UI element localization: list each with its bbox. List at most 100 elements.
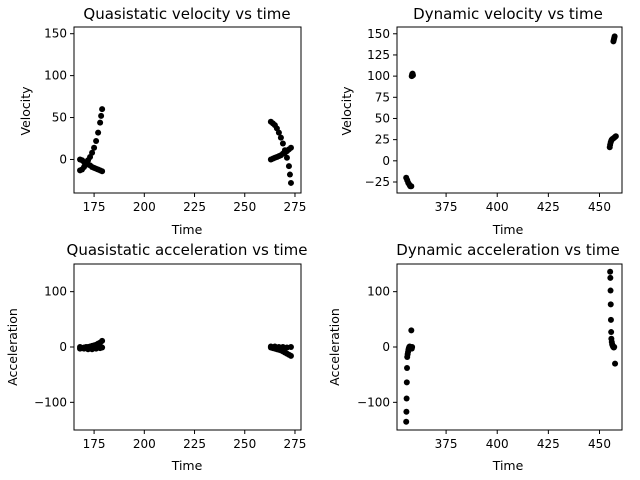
plot-area: 375 400 425 450 −100 0 100 [357,263,623,451]
x-tick-label: 450 [588,200,611,214]
data-point [403,379,410,386]
data-point [611,33,618,40]
y-tick-label: 0 [59,152,67,166]
subplot-quasistatic-velocity: Quasistatic velocity vs time Time Veloci… [18,5,306,237]
x-tick-label: 250 [233,437,256,451]
y-tick-label: 100 [367,69,390,83]
y-tick-label: 100 [367,285,390,299]
axes-frame [396,26,623,194]
y-axis-label: Velocity [18,86,33,136]
data-point [607,316,614,323]
x-axis-label: Time [171,458,203,473]
axes-frame [73,263,302,431]
x-axis-label: Time [492,222,524,237]
x-tick-label: 400 [486,437,509,451]
x-tick-label: 425 [537,200,560,214]
x-tick-label: 225 [183,200,206,214]
y-tick-label: 0 [382,340,390,354]
x-tick-label: 175 [83,437,106,451]
y-tick-label: 50 [375,111,390,125]
data-point [611,344,618,350]
data-point [99,106,106,113]
chart-title: Dynamic velocity vs time [413,5,603,23]
data-point [283,154,290,161]
data-point [612,133,619,140]
y-tick-label: 100 [44,69,67,83]
y-tick-label: −25 [365,175,390,189]
y-tick-label: 0 [59,340,67,354]
x-tick-label: 250 [233,200,256,214]
data-point [287,179,294,186]
data-point [277,134,284,141]
data-point [95,129,102,136]
data-point [607,301,614,308]
data-point [607,287,614,294]
plot-area: 375 400 425 450 −25 0 25 50 75 100 125 150 [365,26,623,214]
y-tick-label: −100 [357,395,390,409]
x-axis-label: Time [492,458,524,473]
data-point [99,344,106,351]
data-point [97,119,104,126]
x-tick-label: 275 [284,200,307,214]
data-point [608,329,615,336]
data-point [607,274,614,281]
data-point [285,163,292,170]
y-tick-label: −100 [34,395,67,409]
plot-area: 175 200 225 250 275 0 50 100 150 [44,26,307,214]
x-tick-label: 200 [133,437,156,451]
chart-title: Quasistatic acceleration vs time [67,241,308,259]
data-point [409,72,416,79]
data-point [287,344,294,350]
y-tick-label: 25 [375,133,390,147]
data-point [404,365,411,372]
data-point [287,144,294,151]
plot-area: 175 200 225 250 275 −100 0 100 [34,263,307,451]
x-tick-label: 450 [588,437,611,451]
data-point [93,138,100,145]
data-point [287,352,294,359]
y-axis-label: Velocity [339,86,354,136]
data-point [403,418,410,425]
data-point [607,268,614,275]
data-point [403,395,410,402]
subplot-dynamic-acceleration: Dynamic acceleration vs time Time Accele… [327,241,623,473]
y-tick-label: 75 [375,90,390,104]
y-tick-label: 0 [382,154,390,168]
x-tick-label: 425 [537,437,560,451]
data-point [409,344,416,350]
chart-title: Quasistatic velocity vs time [83,5,290,23]
y-tick-label: 125 [367,48,390,62]
axes-frame [396,263,623,431]
x-tick-label: 200 [133,200,156,214]
x-tick-label: 275 [284,437,307,451]
data-point [99,168,106,175]
x-tick-label: 400 [486,200,509,214]
data-point [275,129,282,136]
data-point [91,144,98,151]
x-tick-label: 375 [435,437,458,451]
data-point [286,171,293,178]
x-axis-label: Time [171,222,203,237]
x-tick-label: 375 [435,200,458,214]
data-point [99,337,106,344]
x-tick-label: 225 [183,437,206,451]
y-tick-label: 150 [367,27,390,41]
data-point [403,408,410,415]
x-tick-label: 175 [83,200,106,214]
y-tick-label: 100 [44,285,67,299]
data-point [98,112,105,119]
subplot-dynamic-velocity: Dynamic velocity vs time Time Velocity 3… [339,5,623,237]
axes-frame [73,26,302,194]
y-axis-label: Acceleration [5,308,20,386]
data-point [408,327,415,334]
data-point [89,149,96,156]
y-axis-label: Acceleration [327,308,342,386]
subplot-quasistatic-acceleration: Quasistatic acceleration vs time Time Ac… [5,241,307,473]
data-point [408,183,415,190]
y-tick-label: 50 [52,111,67,125]
data-point [279,140,286,147]
data-point [612,360,619,367]
y-tick-label: 150 [44,27,67,41]
chart-title: Dynamic acceleration vs time [396,241,619,259]
